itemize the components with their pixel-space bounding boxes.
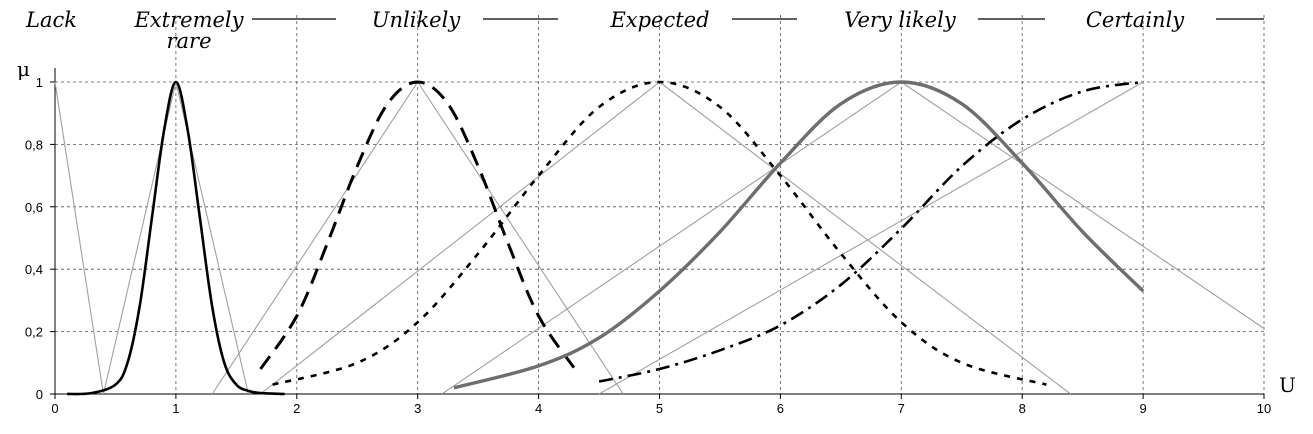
y-tick-label: 0,6 bbox=[25, 200, 43, 215]
x-tick-label: 3 bbox=[414, 401, 421, 416]
series-line-certainly bbox=[598, 80, 1144, 383]
x-tick-label: 9 bbox=[1139, 401, 1146, 416]
x-tick-label: 4 bbox=[535, 401, 542, 416]
legend-label: Certainly bbox=[1086, 8, 1185, 32]
y-tick-label: 1 bbox=[36, 75, 43, 90]
x-tick-label: 2 bbox=[293, 401, 300, 416]
axes: 0 1 2 3 4 5 6 7 8 9 10 0 0,2 0,4 0,6 0,8 1 bbox=[25, 68, 1271, 416]
series-layer bbox=[54, 80, 1265, 396]
legend-label: Lack bbox=[25, 8, 77, 32]
series-line-very-likely bbox=[453, 80, 1145, 390]
x-tick-label: 8 bbox=[1019, 401, 1026, 416]
legend-label: Unlikely bbox=[372, 8, 462, 32]
y-tick-label: 0 bbox=[36, 387, 43, 402]
series-line-very-likely-triangular bbox=[441, 81, 1265, 395]
series-line-expected-triangular bbox=[260, 81, 1071, 395]
legend-label: Extremely bbox=[134, 8, 245, 32]
x-tick-label: 0 bbox=[51, 401, 58, 416]
x-tick-label: 7 bbox=[898, 401, 905, 416]
grid bbox=[55, 15, 1265, 394]
series-line-extremely-rare bbox=[67, 80, 285, 396]
x-axis-label: U bbox=[1279, 373, 1296, 397]
legend-label-line2: rare bbox=[166, 29, 211, 53]
y-axis-label: μ bbox=[17, 57, 30, 81]
y-tick-label: 0,8 bbox=[25, 137, 43, 152]
series-line-certainly-triangular bbox=[598, 81, 1144, 395]
x-tick-label: 1 bbox=[172, 401, 179, 416]
legend-label: Expected bbox=[609, 8, 709, 32]
legend-label: Very likely bbox=[844, 8, 957, 32]
y-tick-label: 0,2 bbox=[25, 325, 43, 340]
series-line-unlikely bbox=[259, 80, 577, 370]
y-tick-label: 0,4 bbox=[25, 262, 43, 277]
series-line-lack bbox=[54, 81, 104, 395]
x-tick-label: 6 bbox=[777, 401, 784, 416]
x-tick-label: 5 bbox=[656, 401, 663, 416]
x-tick-label: 10 bbox=[1257, 401, 1271, 416]
series-line-expected bbox=[272, 80, 1047, 386]
